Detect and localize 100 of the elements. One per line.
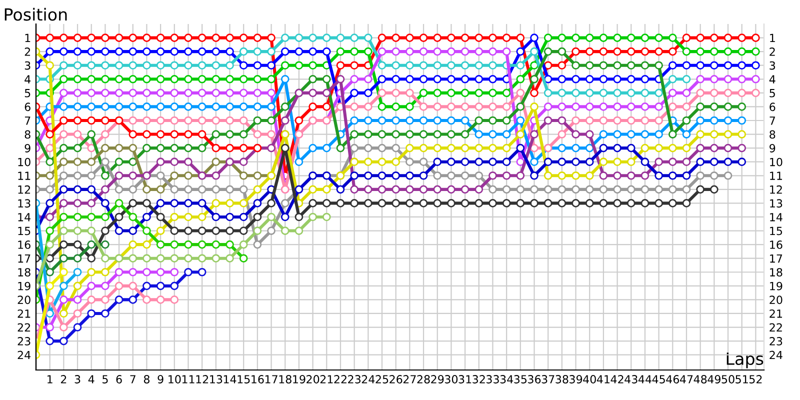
y2-tick-label: 13 — [770, 199, 782, 208]
x-tick-label: 31 — [458, 375, 472, 384]
y-tick-label: 3 — [24, 61, 30, 70]
x-tick-label: 27 — [403, 375, 416, 384]
y2-tick-label: 6 — [770, 102, 776, 112]
x-tick-label: 40 — [583, 375, 596, 384]
y2-tick-label: 8 — [770, 130, 776, 139]
x-tick-label: 48 — [694, 375, 707, 384]
y2-tick-label: 16 — [770, 240, 782, 249]
x-tick-label: 12 — [196, 375, 208, 384]
y-tick-label: 17 — [18, 254, 30, 263]
y2-tick-label: 10 — [770, 158, 782, 166]
y-tick-label: 9 — [24, 144, 30, 152]
x-tick-label: 47 — [680, 375, 693, 384]
x-tick-label: 46 — [666, 375, 680, 384]
x-tick-label: 10 — [168, 375, 181, 384]
y-tick-label: 5 — [24, 89, 30, 98]
x-tick-label: 50 — [722, 375, 734, 384]
x-tick-label: 29 — [431, 375, 444, 384]
x-tick-label: 4 — [88, 375, 94, 384]
y-tick-label: 24 — [18, 350, 31, 360]
x-tick-label: 20 — [306, 375, 320, 384]
x-tick-label: 8 — [144, 375, 150, 384]
y2-tick-label: 21 — [770, 309, 782, 318]
x-tick-label: 51 — [736, 375, 748, 384]
x-tick-label: 16 — [252, 375, 264, 384]
y2-tick-label: 9 — [770, 144, 776, 152]
y2-tick-label: 17 — [770, 254, 782, 263]
y2-tick-label: 2 — [770, 48, 775, 56]
x-tick-label: 26 — [390, 375, 402, 384]
y-tick-label: 4 — [24, 75, 31, 84]
x-tick-label: 19 — [293, 375, 306, 384]
y-tick-label: 10 — [18, 158, 30, 166]
y2-tick-label: 1 — [770, 34, 775, 42]
x-tick-label: 52 — [749, 375, 762, 384]
x-tick-label: 25 — [376, 375, 388, 384]
y2-tick-label: 23 — [770, 337, 782, 346]
x-tick-label: 30 — [444, 375, 458, 384]
y2-tick-label: 12 — [770, 185, 782, 194]
x-tick-label: 24 — [362, 375, 375, 384]
x-tick-label: 38 — [556, 375, 568, 384]
y-tick-label: 1 — [25, 34, 30, 42]
y-tick-label: 11 — [18, 172, 30, 180]
y2-tick-label: 7 — [770, 116, 775, 125]
y2-tick-label: 24 — [770, 350, 782, 360]
y-tick-label: 19 — [18, 282, 30, 290]
y-tick-label: 8 — [24, 130, 30, 139]
x-tick-label: 37 — [542, 375, 554, 384]
x-tick-label: 17 — [265, 375, 278, 384]
y-tick-label: 6 — [24, 102, 30, 112]
y2-tick-label: 18 — [770, 268, 782, 277]
x-tick-label: 6 — [116, 375, 122, 384]
x-tick-label: 11 — [182, 375, 194, 384]
x-tick-label: 14 — [224, 375, 236, 384]
x-tick-label: 42 — [610, 375, 624, 384]
x-tick-label: 13 — [210, 375, 222, 384]
x-tick-label: 7 — [130, 375, 136, 384]
x-tick-label: 32 — [472, 375, 485, 384]
x-tick-label: 21 — [320, 375, 333, 384]
y2-tick-label: 15 — [770, 226, 782, 236]
x-tick-label: 2 — [60, 375, 66, 384]
x-tick-label: 34 — [500, 375, 514, 384]
y2-tick-label: 14 — [770, 213, 782, 222]
x-tick-label: 28 — [417, 375, 430, 384]
x-tick-label: 1 — [48, 375, 52, 384]
x-tick-label: 41 — [596, 375, 610, 384]
x-tick-label: 18 — [279, 375, 292, 384]
x-tick-label: 45 — [652, 375, 665, 384]
y-tick-label: 14 — [18, 213, 31, 222]
y2-tick-label: 4 — [769, 75, 776, 84]
y2-tick-label: 5 — [770, 89, 775, 98]
y2-tick-label: 22 — [770, 323, 782, 332]
x-tick-label: 39 — [570, 375, 582, 384]
x-tick-label: 49 — [708, 375, 720, 384]
y-tick-label: 15 — [18, 226, 30, 236]
y-tick-label: 20 — [18, 296, 30, 304]
y2-tick-label: 11 — [770, 172, 782, 180]
y-tick-label: 22 — [18, 323, 30, 332]
x-tick-label: 33 — [486, 375, 499, 384]
x-tick-label: 35 — [514, 375, 527, 384]
y-tick-label: 7 — [24, 116, 30, 125]
y2-tick-label: 20 — [770, 296, 782, 304]
x-tick-label: 22 — [334, 375, 346, 384]
y-tick-label: 12 — [18, 185, 30, 194]
y-tick-label: 21 — [18, 309, 30, 318]
y-tick-label: 18 — [18, 268, 30, 277]
y-tick-label: 23 — [18, 337, 30, 346]
y-tick-label: 16 — [18, 240, 30, 249]
y-axis-title: Position — [4, 8, 67, 21]
x-tick-label: 23 — [348, 375, 361, 384]
x-tick-label: 3 — [74, 375, 80, 384]
y-tick-label: 13 — [18, 199, 30, 208]
x-tick-label: 15 — [238, 375, 250, 384]
y2-tick-label: 19 — [770, 282, 782, 290]
x-axis-title: Laps — [726, 352, 764, 368]
x-tick-label: 44 — [638, 375, 652, 384]
x-tick-label: 43 — [624, 375, 638, 384]
y2-tick-label: 3 — [770, 61, 776, 70]
x-tick-label: 9 — [158, 375, 164, 384]
x-tick-label: 36 — [528, 375, 541, 384]
